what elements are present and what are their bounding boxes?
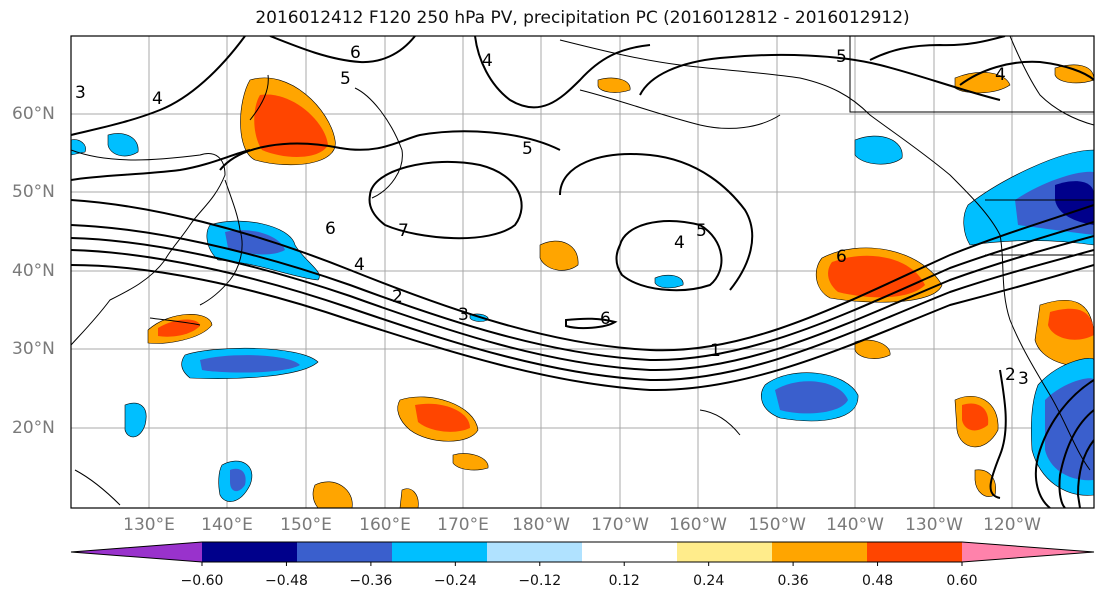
precip-positive-core bbox=[158, 319, 200, 337]
precip-negative-core bbox=[200, 355, 300, 373]
precip-positive-core bbox=[415, 403, 470, 432]
contour-label: 4 bbox=[482, 51, 493, 71]
precip-positive-core bbox=[828, 255, 925, 298]
lon-label: 170°W bbox=[591, 515, 649, 535]
colorbar-extend-high bbox=[962, 542, 1094, 562]
colorbar-tick-label: −0.60 bbox=[180, 573, 224, 589]
contour-label: 6 bbox=[325, 219, 336, 239]
precip-negative-core bbox=[775, 381, 848, 414]
contour-label: 5 bbox=[696, 221, 707, 241]
colorbar-bin bbox=[487, 542, 582, 562]
lat-label-60n: 60°N bbox=[12, 104, 55, 124]
lon-label: 170°E bbox=[437, 515, 489, 535]
contour-label: 2 bbox=[1005, 365, 1016, 385]
contour-label: 6 bbox=[836, 247, 847, 267]
contour-label: 4 bbox=[354, 255, 365, 275]
precip-negative-area bbox=[124, 402, 147, 438]
contour-label: 2 bbox=[392, 287, 403, 307]
lon-label: 140°W bbox=[826, 515, 884, 535]
colorbar-bin bbox=[297, 542, 392, 562]
precip-positive-area bbox=[854, 339, 891, 359]
precip-positive-area bbox=[399, 488, 419, 508]
precip-positive-core bbox=[254, 94, 328, 157]
precip-positive-core bbox=[1048, 308, 1094, 340]
precip-negative-area bbox=[107, 133, 139, 157]
lat-label-20n: 20°N bbox=[12, 418, 55, 438]
colorbar-tick-label: −0.12 bbox=[518, 573, 562, 589]
colorbar-tick-label: 0.60 bbox=[946, 573, 978, 589]
colorbar-bin bbox=[677, 542, 772, 562]
contour-label: 3 bbox=[458, 305, 469, 325]
pv-contours bbox=[71, 36, 1094, 508]
contour-label: 4 bbox=[152, 89, 163, 109]
contour-label: 5 bbox=[522, 139, 533, 159]
colorbar-tick-label: −0.48 bbox=[264, 573, 308, 589]
precip-positive-area bbox=[452, 453, 489, 471]
colorbar-tick-label: −0.24 bbox=[433, 573, 477, 589]
precip-positive-area bbox=[312, 481, 353, 508]
precip-positive-area bbox=[597, 77, 631, 93]
colorbar bbox=[70, 541, 1095, 566]
contour-label: 4 bbox=[995, 65, 1006, 85]
contour-label: 5 bbox=[340, 69, 351, 89]
colorbar-extend-low bbox=[71, 542, 202, 562]
precip-positive-core bbox=[962, 403, 989, 431]
colorbar-tick-label: 0.48 bbox=[861, 573, 894, 589]
lon-label: 140°E bbox=[201, 515, 253, 535]
map-frame bbox=[70, 35, 1095, 509]
colorbar-tick-label: 0.12 bbox=[608, 573, 640, 589]
map-title: 2016012412 F120 250 hPa PV, precipitatio… bbox=[255, 8, 910, 28]
precipitation-shading bbox=[71, 64, 1094, 508]
colorbar-bin bbox=[202, 542, 297, 562]
precip-negative-core bbox=[225, 230, 285, 255]
colorbar-bin bbox=[392, 542, 487, 562]
lon-label: 150°E bbox=[280, 515, 332, 535]
lon-label: 160°W bbox=[669, 515, 727, 535]
lon-label: 150°W bbox=[748, 515, 806, 535]
contour-label: 6 bbox=[350, 43, 361, 63]
contour-label: 3 bbox=[1018, 369, 1029, 389]
contour-label: 7 bbox=[398, 221, 409, 241]
lon-label: 120°W bbox=[983, 515, 1041, 535]
precip-positive-area bbox=[539, 240, 579, 271]
lon-label: 130°W bbox=[905, 515, 963, 535]
colorbar-tick-label: 0.24 bbox=[693, 573, 725, 589]
colorbar-bin bbox=[772, 542, 867, 562]
coastlines bbox=[71, 36, 1094, 506]
contour-label: 6 bbox=[600, 309, 611, 329]
precip-negative-core bbox=[230, 468, 246, 492]
contour-label: 4 bbox=[674, 233, 685, 253]
precip-negative-core bbox=[1045, 378, 1094, 481]
contour-label: 5 bbox=[836, 47, 847, 67]
lon-label: 130°E bbox=[123, 515, 175, 535]
precip-positive-area bbox=[954, 72, 1011, 94]
lon-label: 180°W bbox=[512, 515, 570, 535]
lat-label-50n: 50°N bbox=[12, 182, 55, 202]
colorbar-tick-label: −0.36 bbox=[349, 573, 393, 589]
contour-label: 1 bbox=[710, 341, 721, 361]
lat-label-30n: 30°N bbox=[12, 339, 55, 359]
precip-negative-area bbox=[854, 135, 903, 165]
colorbar-bin bbox=[867, 542, 962, 562]
colorbar-tick-label: 0.36 bbox=[777, 573, 809, 589]
lon-label: 160°E bbox=[359, 515, 411, 535]
pv-contour-labels: 6 5 4 5 3 4 5 7 6 4 4 5 6 2 3 6 1 2 3 4 bbox=[75, 43, 1029, 389]
lat-label-40n: 40°N bbox=[12, 261, 55, 281]
contour-label: 3 bbox=[75, 83, 86, 103]
colorbar-bin bbox=[582, 542, 677, 562]
precip-negative-area bbox=[654, 274, 684, 289]
